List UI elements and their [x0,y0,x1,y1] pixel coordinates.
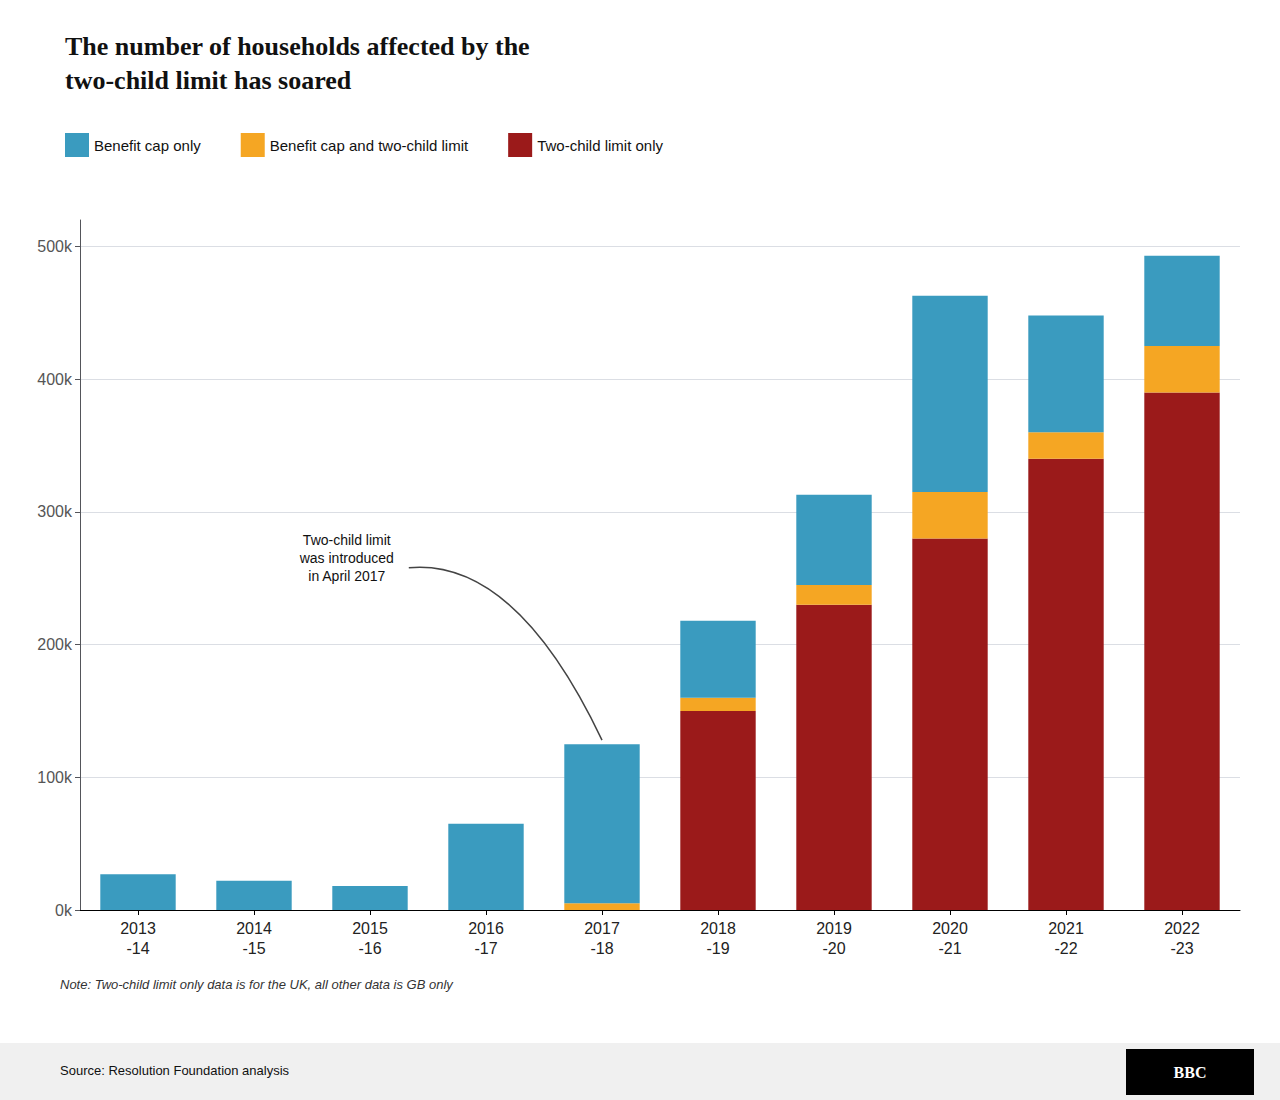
svg-text:0k: 0k [55,902,73,919]
svg-text:BBC: BBC [1174,1064,1207,1081]
svg-text:2017: 2017 [584,920,620,937]
svg-text:-19: -19 [706,940,729,957]
svg-text:-15: -15 [242,940,265,957]
svg-text:in April 2017: in April 2017 [308,568,385,584]
svg-text:The number of households affec: The number of households affected by the [65,32,530,61]
svg-text:-17: -17 [474,940,497,957]
svg-text:2015: 2015 [352,920,388,937]
svg-text:500k: 500k [37,238,73,255]
svg-text:2020: 2020 [932,920,968,937]
svg-text:-16: -16 [358,940,381,957]
svg-text:200k: 200k [37,636,73,653]
svg-text:2019: 2019 [816,920,852,937]
svg-text:two-child limit has soared: two-child limit has soared [65,66,352,95]
svg-text:-22: -22 [1054,940,1077,957]
svg-text:2013: 2013 [120,920,156,937]
svg-text:100k: 100k [37,769,73,786]
svg-text:400k: 400k [37,371,73,388]
svg-text:-20: -20 [822,940,845,957]
svg-text:2021: 2021 [1048,920,1084,937]
svg-text:Two-child limit only: Two-child limit only [537,137,663,154]
svg-text:was introduced: was introduced [299,550,394,566]
svg-text:-14: -14 [126,940,149,957]
svg-text:300k: 300k [37,503,73,520]
svg-text:2014: 2014 [236,920,272,937]
svg-text:2022: 2022 [1164,920,1200,937]
svg-text:2016: 2016 [468,920,504,937]
svg-text:Note: Two-child limit only dat: Note: Two-child limit only data is for t… [60,977,454,992]
svg-text:Source: Resolution Foundation: Source: Resolution Foundation analysis [60,1063,290,1078]
svg-text:-18: -18 [590,940,613,957]
svg-text:-21: -21 [938,940,961,957]
svg-text:Benefit cap only: Benefit cap only [94,137,201,154]
svg-text:Benefit cap and two-child limi: Benefit cap and two-child limit [270,137,469,154]
svg-text:2018: 2018 [700,920,736,937]
svg-text:Two-child limit: Two-child limit [303,532,391,548]
svg-text:-23: -23 [1170,940,1193,957]
